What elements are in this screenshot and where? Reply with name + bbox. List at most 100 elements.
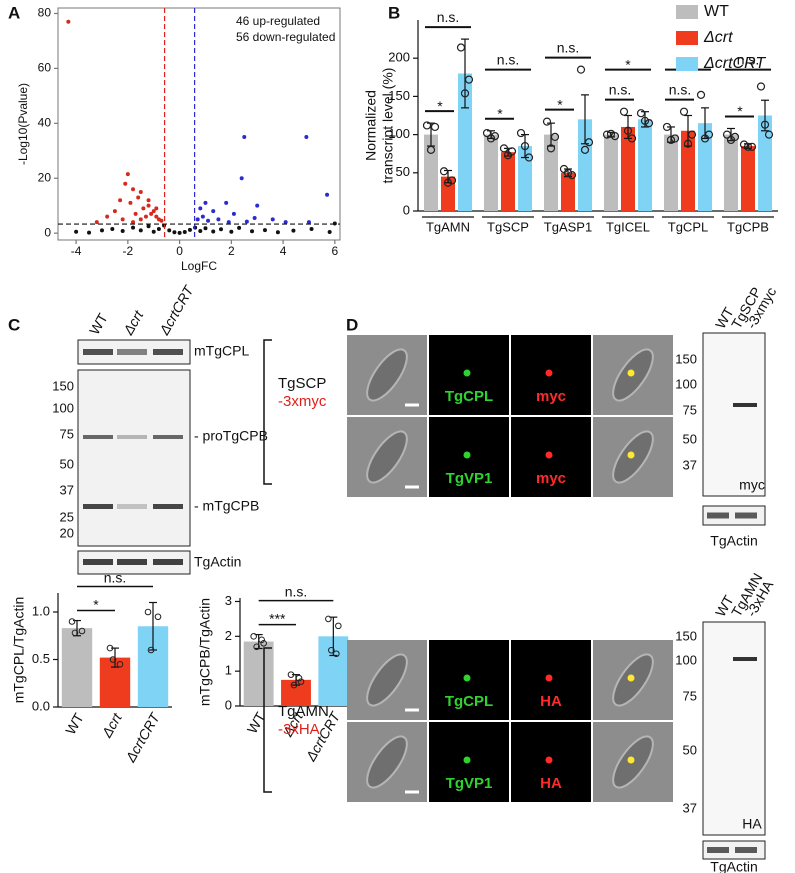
point [283,220,288,225]
ladder-label: 37 [683,800,697,815]
data-point [447,176,457,185]
data-point [640,116,650,125]
point [110,227,115,232]
x-tick-label: Δcrt [98,709,125,740]
panel-label: D [346,315,358,334]
y-axis-label: -Log10(Pvalue) [16,83,30,165]
data-point [542,117,552,126]
blot-label: - mTgCPB [194,498,259,514]
data-point [443,178,453,187]
data-point [287,671,295,678]
data-point [756,82,766,91]
stain-label: TgVP1 [446,775,493,792]
data-point [71,629,79,637]
data-point [563,168,573,177]
signal [545,674,553,682]
data-point [439,167,449,176]
data-point [760,120,770,129]
blot-label: mTgCPL [194,343,249,359]
y-tick-label: 0.0 [32,698,50,713]
data-point [623,126,633,135]
significance-label: * [437,98,443,114]
y-tick-label: 100 [388,126,410,141]
data-point [258,636,265,644]
data-point [619,107,629,116]
x-tick-label: 6 [331,244,338,258]
band [707,847,729,853]
point [118,198,123,203]
ladder-label: 25 [60,509,74,524]
point [74,229,79,234]
cell [366,735,408,789]
y-axis-label: mTgCPL/TgActin [11,597,27,704]
data-point [524,153,534,162]
data-point [580,145,590,154]
blot-label: TgActin [710,533,757,549]
data-point [297,678,305,685]
plot-frame [57,7,341,241]
lane-label: WT [86,310,111,337]
ladder-label: 100 [675,376,697,391]
point [226,220,231,225]
data-point [147,646,155,654]
x-tick-label: 4 [280,244,287,258]
point [275,230,280,235]
data-point [567,170,577,180]
annotation: 46 up-regulated [236,14,320,28]
data-point [670,134,680,143]
band [83,504,113,509]
data-point [739,140,749,149]
band [153,435,183,439]
data-point [116,660,124,668]
band [733,403,757,407]
band [153,349,183,355]
data-point [426,145,436,154]
band [117,504,147,509]
bar [424,134,438,211]
point [239,176,244,181]
data-point [422,121,432,130]
band [117,349,147,355]
data-point [743,142,753,151]
y-tick-label: 20 [38,170,52,184]
data-point [666,135,676,145]
bar [724,134,738,211]
y-tick-label: 3 [225,593,232,608]
y-axis-label: mTgCPB/TgActin [197,598,213,706]
point [262,228,267,233]
significance-label: n.s. [737,51,760,67]
point [244,219,249,224]
band [117,559,147,565]
significance-label: n.s. [557,39,580,55]
data-point [644,119,654,128]
bar [501,152,515,211]
point [200,214,205,219]
data-point [482,128,492,138]
data-point [290,681,298,689]
data-point [679,107,689,116]
point [154,206,159,211]
signal [627,451,635,459]
bar [621,126,635,211]
data-point [520,141,530,151]
stain-label: TgCPL [445,388,493,405]
data-point [696,90,706,99]
point [133,211,138,216]
signal [545,756,553,764]
point [250,229,255,234]
point [146,203,151,208]
blot [702,840,766,860]
point [211,229,216,234]
point [131,187,136,192]
point [141,206,146,211]
tag-label: myc [536,470,566,487]
point [224,200,229,205]
signal [627,756,635,764]
data-point [325,615,332,623]
point [120,217,125,222]
panel-label: C [8,315,20,334]
data-point [576,65,586,74]
bar [758,115,772,211]
bar [61,628,93,707]
point [167,228,172,233]
